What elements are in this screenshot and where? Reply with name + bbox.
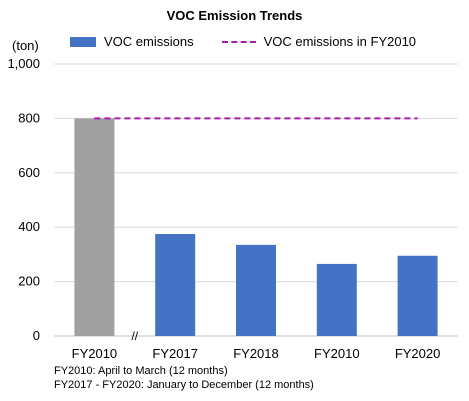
axis-break-marker: // — [131, 329, 138, 343]
legend: VOC emissions VOC emissions in FY2010 — [70, 34, 416, 49]
y-tick-label: 400 — [18, 219, 40, 234]
footnote-fy2010: FY2010: April to March (12 months) — [54, 365, 228, 377]
footnotes: FY2010: April to March (12 months) FY201… — [54, 364, 314, 392]
legend-label-fy2010-line: VOC emissions in FY2010 — [263, 34, 417, 49]
x-tick-label: FY2018 — [233, 346, 279, 361]
x-tick-label: FY2010 — [72, 346, 118, 361]
y-tick-label: 800 — [18, 110, 40, 125]
y-axis-unit: (ton) — [12, 38, 39, 53]
y-tick-label: 0 — [33, 328, 40, 343]
bar — [316, 263, 357, 336]
chart-title: VOC Emission Trends — [166, 8, 303, 23]
y-tick-label: 600 — [18, 165, 40, 180]
legend-item-fy2010-line: VOC emissions in FY2010 — [221, 34, 417, 49]
bar — [155, 234, 196, 336]
legend-item-voc-emissions: VOC emissions — [70, 34, 194, 49]
bar — [74, 118, 115, 337]
legend-label-voc-emissions: VOC emissions — [104, 34, 194, 49]
footnote-fy2017-2020: FY2017 - FY2020: January to December (12… — [54, 379, 314, 391]
bar — [397, 255, 438, 336]
legend-swatch-dash — [221, 40, 256, 43]
x-tick-label: FY2020 — [395, 346, 441, 361]
legend-swatch-bar — [70, 36, 96, 47]
x-tick-label: FY2010 — [314, 346, 360, 361]
x-tick-label: FY2017 — [152, 346, 198, 361]
y-tick-label: 1,000 — [7, 56, 40, 71]
bar — [236, 244, 276, 336]
y-tick-label: 200 — [18, 274, 40, 289]
